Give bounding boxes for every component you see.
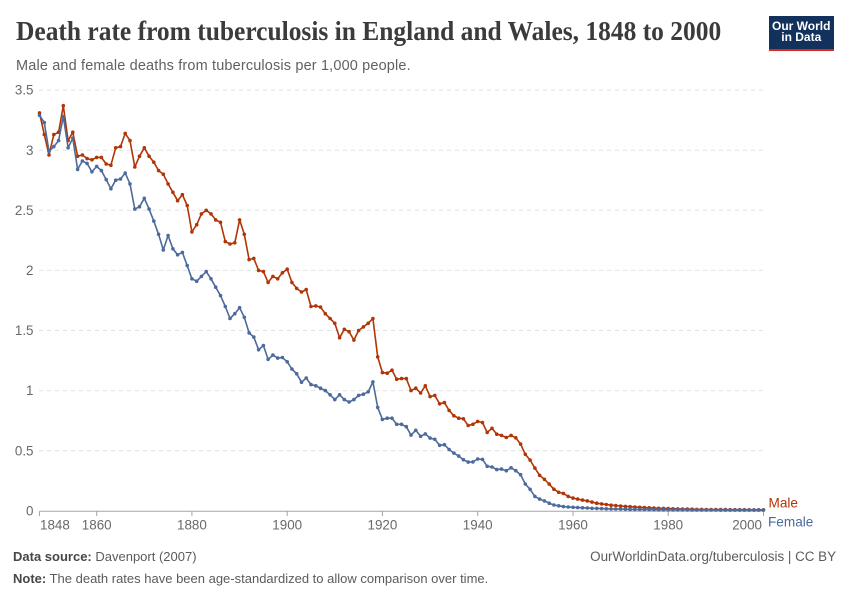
svg-text:1920: 1920 (368, 518, 398, 533)
svg-text:1880: 1880 (177, 518, 207, 533)
svg-text:1860: 1860 (82, 518, 112, 533)
svg-text:2.5: 2.5 (15, 203, 34, 218)
svg-text:0.5: 0.5 (15, 443, 34, 458)
svg-text:Male: Male (769, 495, 798, 510)
svg-text:0: 0 (26, 503, 33, 518)
svg-text:1848: 1848 (40, 518, 70, 533)
svg-text:1900: 1900 (272, 518, 302, 533)
svg-text:1.5: 1.5 (15, 323, 34, 338)
svg-text:Female: Female (768, 514, 813, 529)
svg-text:3: 3 (26, 143, 33, 158)
svg-text:1980: 1980 (653, 518, 683, 533)
svg-text:3.5: 3.5 (15, 83, 34, 98)
svg-text:1940: 1940 (463, 518, 493, 533)
svg-text:2: 2 (26, 263, 33, 278)
svg-text:2000: 2000 (732, 518, 762, 533)
svg-text:1960: 1960 (558, 518, 588, 533)
svg-text:1: 1 (26, 383, 33, 398)
